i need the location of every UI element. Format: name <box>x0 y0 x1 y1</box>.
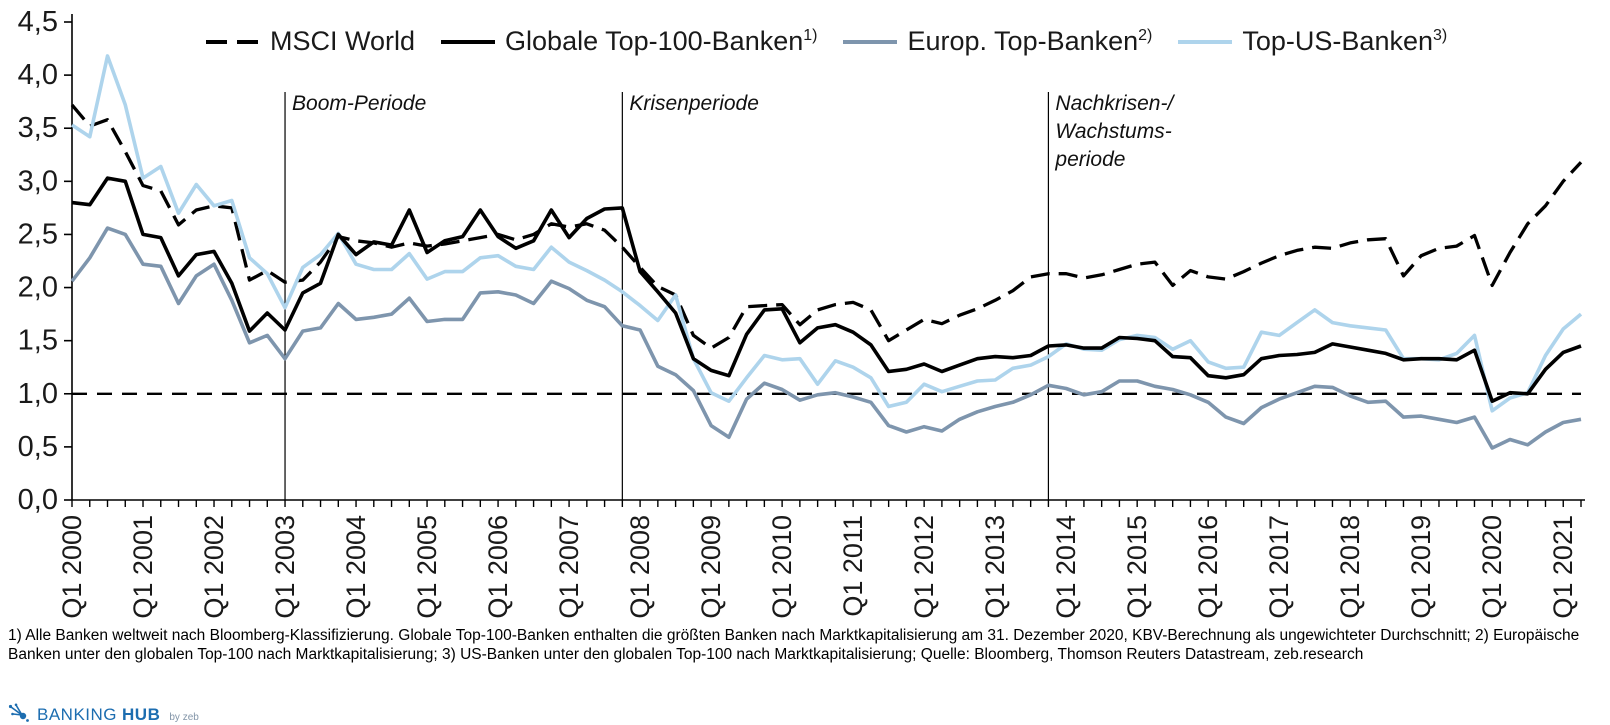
legend-label: Globale Top-100-Banken1) <box>505 26 818 56</box>
brand-byline: by zeb <box>169 712 199 723</box>
solid-line-sample <box>1178 39 1233 44</box>
series-globale-top-100-banken <box>71 176 1582 404</box>
y-tick-label: 0,5 <box>18 431 58 463</box>
x-tick-label: Q1 2002 <box>199 515 229 619</box>
x-tick-label: Q1 2000 <box>57 515 87 619</box>
x-tick-label: Q1 2014 <box>1051 515 1081 619</box>
legend-label: Top-US-Banken3) <box>1242 26 1448 56</box>
x-tick-label: Q1 2005 <box>412 515 442 619</box>
x-tick-label: Q1 2011 <box>838 515 868 617</box>
dashed-line-sample <box>206 39 260 44</box>
chart-legend: MSCI World Globale Top-100-Banken1) Europ.… <box>206 26 1447 57</box>
period-label: Boom-Periode <box>292 92 427 115</box>
solid-line-sample <box>441 39 496 44</box>
x-tick-label: Q1 2016 <box>1193 515 1223 619</box>
x-tick-label: Q1 2010 <box>767 515 797 619</box>
legend-item: Top-US-Banken3) <box>1178 26 1447 57</box>
x-tick-label: Q1 2017 <box>1264 515 1294 619</box>
legend-label: Europ. Top-Banken2) <box>907 26 1153 56</box>
brand-text: BANKING HUB <box>37 705 160 725</box>
brand-banking: BANKING <box>37 705 118 724</box>
y-tick-label: 2,0 <box>18 272 58 304</box>
x-tick-label: Q1 2020 <box>1477 515 1507 619</box>
y-tick-label: 1,0 <box>18 378 58 410</box>
x-tick-label: Q1 2021 <box>1548 515 1578 619</box>
x-tick-label: Q1 2018 <box>1335 515 1365 619</box>
period-label: Nachkrisen-/Wachstums-periode <box>1055 92 1174 171</box>
series-msci-world <box>70 103 1583 350</box>
x-tick-label: Q1 2004 <box>341 515 371 619</box>
x-tick-label: Q1 2009 <box>696 515 726 619</box>
banking-hub-logo: BANKING HUB by zeb <box>8 700 199 725</box>
y-tick-label: 1,5 <box>18 325 58 357</box>
y-tick-label: 3,5 <box>18 112 58 144</box>
x-tick-label: Q1 2001 <box>128 515 158 619</box>
y-tick-label: 3,0 <box>18 165 58 197</box>
y-tick-label: 2,5 <box>18 218 58 250</box>
legend-item: Europ. Top-Banken2) <box>843 26 1152 57</box>
x-tick-label: Q1 2007 <box>554 515 584 619</box>
x-tick-label: Q1 2015 <box>1122 515 1152 619</box>
kbv-line-chart: 4,5 4,0 3,5 3,0 2,5 2,0 1,5 1,0 0,5 0,0Q1 2000 Q1 … <box>18 6 1585 619</box>
y-tick-label: 4,0 <box>18 59 58 91</box>
period-label: Krisenperiode <box>629 92 759 115</box>
series-top-us-banken <box>71 54 1583 413</box>
x-tick-label: Q1 2003 <box>270 515 300 619</box>
x-tick-label: Q1 2019 <box>1406 515 1436 619</box>
chart-footnote: 1) Alle Banken weltweit nach Bloomberg-K… <box>8 627 1580 663</box>
legend-label: MSCI World <box>270 26 416 56</box>
x-tick-label: Q1 2006 <box>483 515 513 619</box>
series-europ-top-banken <box>70 226 1582 450</box>
y-tick-label: 0,0 <box>18 484 58 516</box>
legend-item: MSCI World <box>206 26 415 57</box>
x-tick-label: Q1 2008 <box>625 515 655 619</box>
solid-line-sample <box>843 39 898 44</box>
x-tick-label: Q1 2012 <box>909 515 939 619</box>
legend-item: Globale Top-100-Banken1) <box>441 26 817 57</box>
y-tick-label: 4,5 <box>18 6 58 38</box>
brand-hub: HUB <box>122 705 161 724</box>
splash-icon <box>8 703 29 722</box>
x-tick-label: Q1 2013 <box>980 515 1010 619</box>
